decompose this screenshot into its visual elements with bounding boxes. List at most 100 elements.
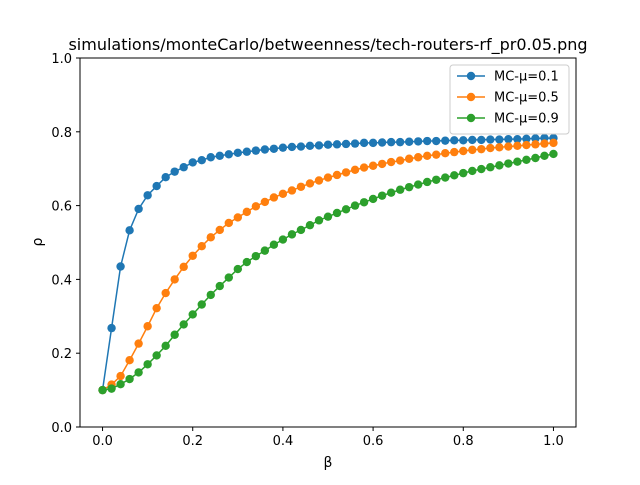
data-point [107, 384, 116, 393]
data-point [540, 151, 549, 160]
legend-label: MC-μ=0.1 [494, 70, 559, 85]
data-point [134, 204, 143, 214]
data-point [152, 351, 161, 360]
data-point [143, 360, 152, 369]
data-point [251, 202, 261, 211]
data-point [423, 177, 432, 187]
data-point [260, 145, 270, 154]
legend-marker [466, 92, 476, 102]
data-point [224, 273, 233, 282]
y-axis-label: ρ [30, 237, 46, 246]
data-point [522, 155, 531, 165]
data-point [486, 135, 495, 144]
x-tick-label: 0.4 [273, 434, 294, 449]
data-point [125, 374, 134, 384]
data-point [423, 151, 432, 160]
data-point [242, 207, 252, 217]
data-point [242, 147, 252, 156]
data-point [522, 134, 531, 144]
data-point [504, 142, 513, 151]
data-point [296, 182, 306, 191]
data-point [368, 161, 378, 170]
data-point [143, 322, 152, 331]
data-point [513, 141, 522, 151]
data-point [386, 188, 396, 197]
data-point [215, 151, 224, 160]
data-point [504, 134, 513, 144]
x-tick-label: 0.0 [92, 434, 113, 449]
data-point [98, 385, 107, 395]
data-point [206, 233, 215, 242]
data-point [143, 191, 152, 200]
data-point [386, 137, 396, 147]
legend-label: MC-μ=0.9 [494, 112, 559, 127]
data-point [161, 288, 170, 298]
data-point [134, 339, 143, 348]
data-point [350, 201, 360, 210]
data-point [224, 218, 233, 228]
data-point [314, 216, 324, 225]
data-point [296, 225, 306, 235]
data-point [197, 300, 206, 309]
data-point [278, 235, 288, 244]
data-point [188, 310, 197, 319]
data-point [531, 153, 540, 163]
data-point [314, 176, 324, 185]
data-point [450, 171, 459, 180]
data-point [404, 154, 414, 163]
data-point [450, 147, 459, 157]
data-point [441, 136, 450, 145]
data-point [468, 166, 477, 176]
data-point [152, 181, 161, 191]
y-tick-label: 1.0 [51, 52, 72, 67]
data-point [413, 137, 423, 146]
data-point [359, 198, 369, 207]
x-tick-label: 1.0 [543, 434, 564, 449]
data-point [341, 205, 351, 214]
data-point [386, 157, 396, 167]
data-point [224, 150, 233, 159]
data-point [432, 175, 441, 184]
data-point [341, 168, 351, 177]
data-point [215, 281, 224, 291]
axes: 0.0 0.2 0.4 0.6 0.8 1.0 0.0 0.2 0.4 0.6 0.8 1.0 [51, 52, 577, 449]
data-point [368, 194, 378, 204]
data-point [242, 257, 252, 267]
legend-marker [466, 113, 476, 123]
y-tick-label: 0.2 [51, 347, 72, 362]
data-point [540, 139, 549, 148]
data-point [197, 156, 206, 165]
data-point [323, 212, 333, 221]
legend-label: MC-μ=0.5 [494, 91, 559, 106]
data-point [468, 145, 477, 155]
data-point [251, 146, 261, 155]
data-point [531, 134, 540, 143]
data-point [215, 225, 224, 235]
data-point [179, 262, 188, 272]
data-point [332, 208, 342, 218]
data-point [107, 323, 116, 333]
data-point [269, 144, 279, 153]
data-point [332, 170, 342, 180]
data-point [305, 141, 315, 151]
data-point [495, 161, 504, 170]
data-point [531, 140, 540, 149]
data-point [332, 140, 342, 149]
data-point [197, 241, 206, 251]
data-point [179, 163, 188, 172]
data-point [377, 191, 387, 200]
data-point [278, 143, 288, 152]
data-point [459, 146, 468, 156]
legend: MC-μ=0.1 MC-μ=0.5 MC-μ=0.9 [449, 64, 570, 135]
data-point [432, 150, 441, 159]
y-tick-label: 0.8 [51, 126, 72, 141]
data-point [161, 341, 170, 351]
data-point [116, 380, 125, 389]
data-point [287, 186, 297, 195]
data-point [495, 143, 504, 152]
data-point [549, 138, 558, 148]
data-point [404, 137, 414, 146]
legend-item: MC-μ=0.5 [457, 91, 559, 106]
